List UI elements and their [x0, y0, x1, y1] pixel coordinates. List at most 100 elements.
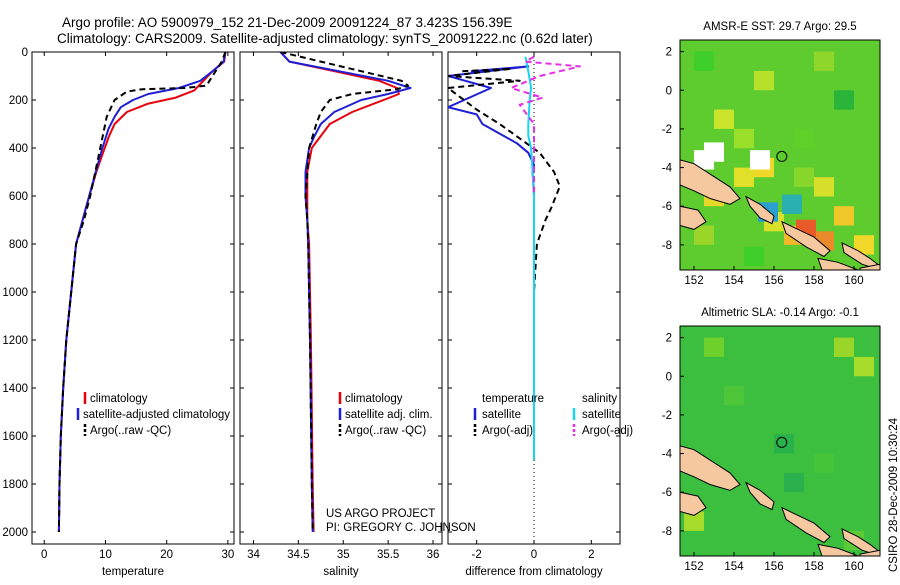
coastline — [744, 481, 775, 511]
figure-title-line1: Argo profile: AO 5900979_152 21-Dec-2009… — [62, 15, 512, 30]
map-x-tick-label: 154 — [724, 275, 744, 287]
map-cell — [814, 177, 834, 197]
x-tick-label: 36 — [427, 549, 440, 561]
map-cell — [714, 109, 734, 129]
x-tick-label: 35 — [337, 549, 350, 561]
series-line — [279, 52, 412, 533]
depth-tick-label: 2000 — [2, 527, 28, 539]
depth-tick-label: 1800 — [2, 479, 28, 491]
depth-tick-label: 1200 — [2, 335, 28, 347]
plot-area — [279, 52, 412, 533]
salinity-legend: climatology satellite adj. clim. Argo(..… — [338, 392, 433, 437]
series-line — [57, 52, 227, 533]
x-axis-label: salinity — [323, 566, 358, 578]
legend-label-satellite: satellite-adjusted climatology — [83, 409, 230, 421]
map-cell — [724, 385, 744, 406]
map-cell — [794, 128, 814, 149]
coastline — [817, 543, 859, 556]
difference-panel: -2 0 2 difference from climatology — [447, 51, 621, 578]
coastline — [817, 257, 859, 270]
legend-label-temp-argo: Argo(-adj) — [482, 425, 533, 437]
map-x-tick-label: 152 — [684, 561, 703, 573]
legend-header-temperature: temperature — [482, 393, 544, 405]
timestamp-stamp: CSIRO 28-Dec-2009 10:30:24 — [888, 417, 900, 572]
argo-location-marker — [776, 150, 788, 162]
temperature-legend: climatology satellite-adjusted climatolo… — [76, 392, 230, 437]
series-line — [510, 55, 581, 196]
map-cell — [750, 150, 770, 170]
map-cell — [684, 511, 704, 531]
map-cell — [794, 167, 814, 187]
credit-pi: PI: GREGORY C. JOHNSON — [326, 522, 476, 534]
map-x-tick-label: 160 — [844, 561, 863, 573]
map-cell — [734, 128, 754, 149]
map-y-tick-label: 0 — [666, 371, 672, 383]
x-tick-label: 2 — [588, 549, 594, 561]
map-y-tick-label: -8 — [662, 526, 672, 538]
x-axis-label: difference from climatology — [465, 566, 602, 578]
plot-frame — [239, 51, 443, 545]
depth-tick-label: 1400 — [2, 383, 28, 395]
depth-tick-label: 1000 — [2, 287, 28, 299]
plot-area — [448, 52, 581, 544]
legend-label-satellite: satellite adj. clim. — [345, 409, 433, 421]
coastline — [680, 159, 741, 205]
sla-map: Altimetric SLA: -0.14 Argo: -0.1 152 154 15… — [662, 307, 881, 573]
map-y-tick-label: 2 — [666, 333, 672, 345]
x-tick-label: 34 — [247, 549, 260, 561]
salinity-panel: 34 34.5 35 35.5 36 salinity — [239, 51, 443, 578]
map-x-tick-label: 154 — [724, 561, 744, 573]
map-x-tick-label: 158 — [804, 561, 823, 573]
map-y-tick-label: -4 — [662, 449, 673, 461]
plot-frame — [31, 51, 235, 545]
map-x-tick-label: 160 — [844, 275, 863, 287]
coastline — [841, 242, 880, 270]
depth-tick-label: 800 — [9, 239, 28, 251]
map-cell — [834, 90, 854, 110]
map-area — [680, 40, 880, 270]
x-tick-label: 0 — [531, 549, 537, 561]
x-tick-label: 0 — [41, 549, 47, 561]
map-y-tick-label: -2 — [662, 124, 672, 136]
map-y-tick-label: -8 — [662, 240, 672, 252]
coastline — [680, 445, 741, 491]
x-tick-label: 10 — [99, 549, 112, 561]
figure-title-line2: Climatology: CARS2009. Satellite-adjuste… — [57, 31, 593, 46]
map-cell — [744, 246, 764, 267]
legend-label-sal-satellite: satellite — [582, 409, 621, 421]
depth-tick-label: 0 — [22, 47, 28, 59]
map-area — [680, 326, 880, 556]
series-line — [280, 52, 409, 533]
map-x-tick-label: 152 — [684, 275, 703, 287]
x-tick-label: 30 — [221, 549, 234, 561]
difference-legend: temperature salinity satellite Argo(-adj… — [473, 393, 633, 437]
coastline — [744, 195, 775, 225]
map-cell — [754, 70, 774, 91]
legend-label-argo: Argo(..raw -QC) — [345, 425, 426, 437]
map-frame — [679, 325, 881, 557]
map-cell — [814, 453, 834, 473]
map-frame — [679, 39, 881, 271]
coastline — [680, 491, 707, 516]
sst-map: AMSR-E SST: 29.7 Argo: 29.5 152 154 156 158 1… — [662, 21, 881, 287]
map-x-tick-label: 158 — [804, 275, 823, 287]
map-cell — [782, 194, 802, 214]
map-cell — [834, 337, 854, 357]
legend-label-sal-argo: Argo(-adj) — [582, 425, 633, 437]
map-x-tick-label: 156 — [764, 561, 783, 573]
x-tick-label: 35.5 — [377, 549, 399, 561]
argo-location-marker — [776, 436, 788, 448]
series-line — [57, 52, 227, 533]
map-cell — [854, 356, 874, 377]
x-axis-label: temperature — [102, 566, 164, 578]
legend-label-argo: Argo(..raw -QC) — [90, 425, 171, 437]
x-tick-label: -2 — [472, 549, 482, 561]
x-tick-label: 20 — [160, 549, 173, 561]
coastline — [680, 205, 707, 230]
depth-tick-label: 600 — [9, 191, 28, 203]
map-cell — [694, 51, 714, 71]
map-cell — [784, 472, 804, 493]
legend-header-salinity: salinity — [582, 393, 617, 405]
map-cell — [694, 225, 714, 245]
